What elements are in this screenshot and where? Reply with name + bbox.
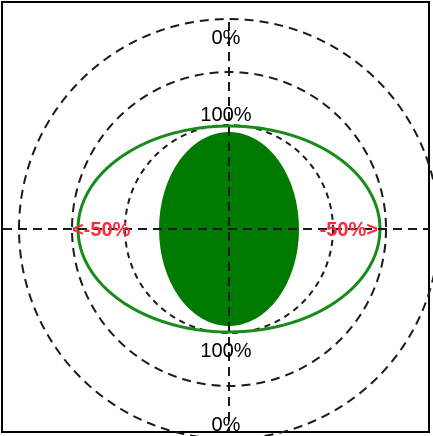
label-top: 0%: [212, 27, 241, 49]
label-bottom: 0%: [212, 414, 241, 436]
label-upper: 100%: [200, 104, 251, 126]
label-lower: 100%: [200, 340, 251, 362]
label-right: -50%>: [320, 219, 378, 241]
label-left: <-50%: [72, 219, 131, 241]
